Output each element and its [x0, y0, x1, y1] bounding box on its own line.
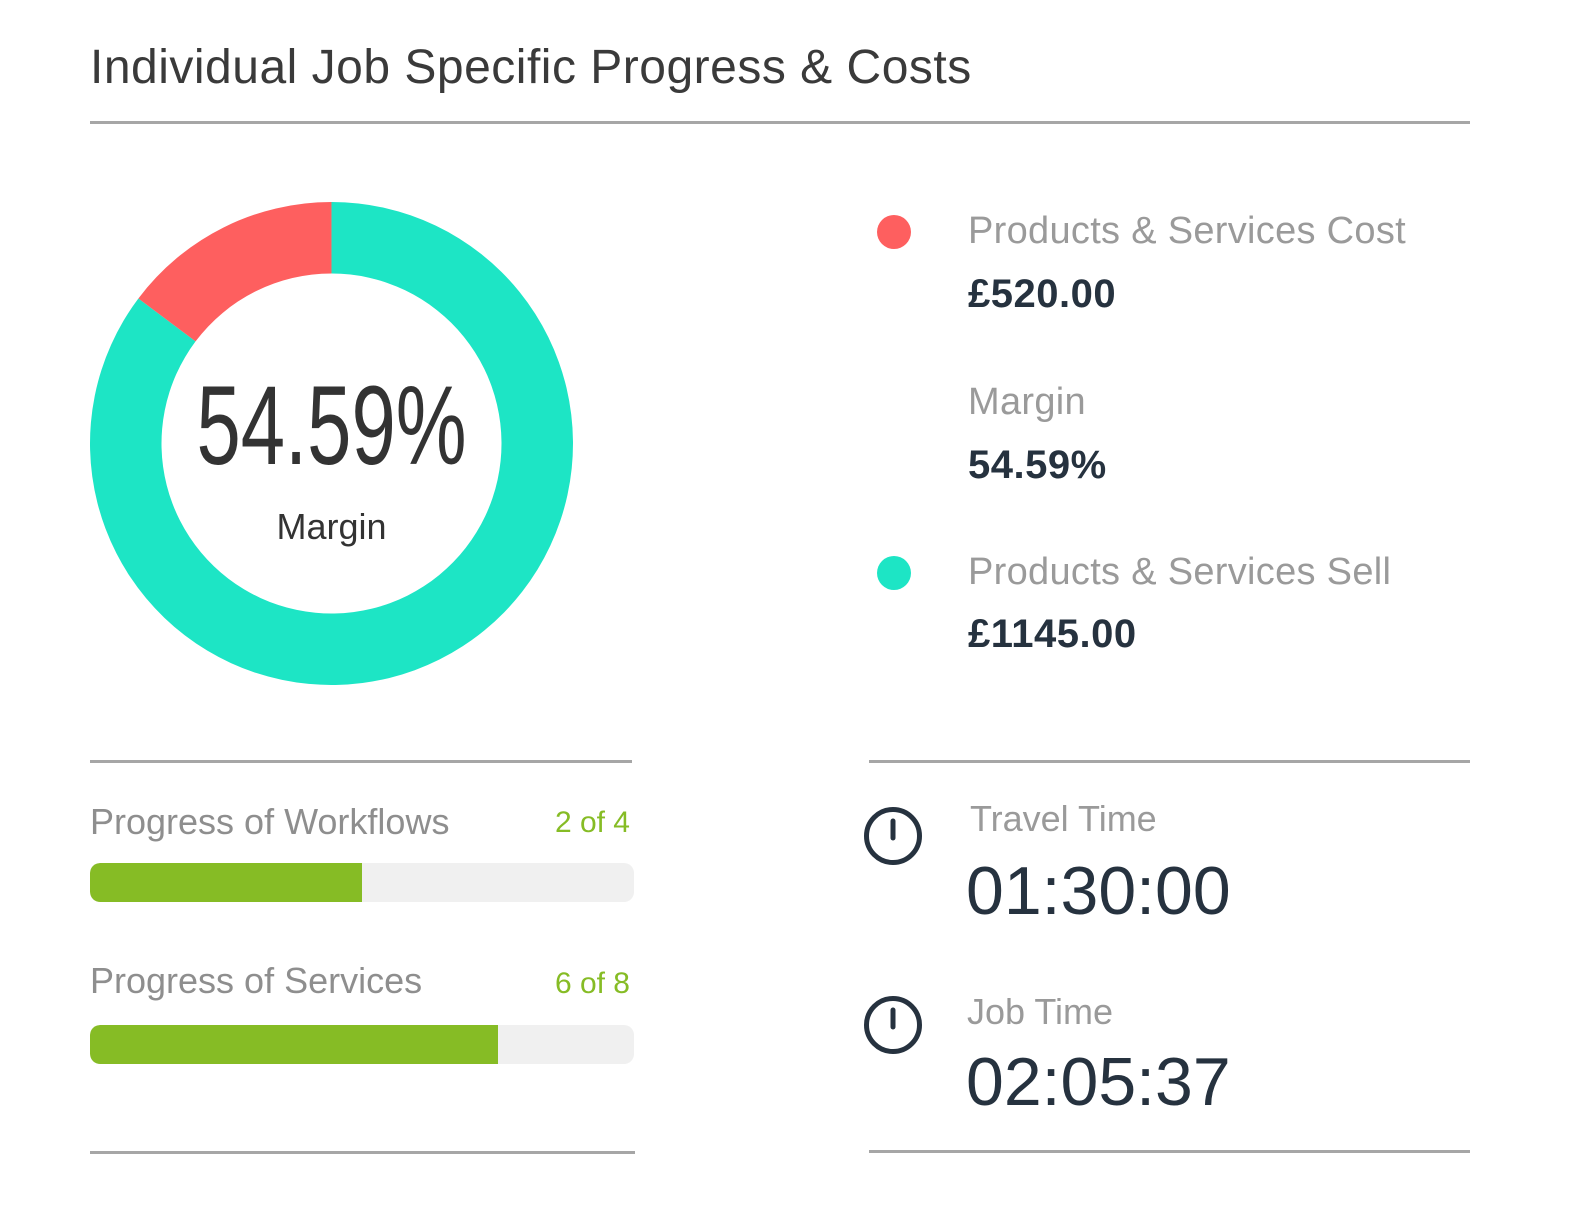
workflows-progress-label: Progress of Workflows: [90, 801, 450, 842]
services-progress-fill: [90, 1025, 498, 1064]
margin-legend-label: Margin: [968, 381, 1086, 423]
title-divider: [90, 121, 1470, 124]
margin-legend-value: 54.59%: [968, 443, 1107, 487]
cost-legend-value: £520.00: [968, 272, 1117, 316]
progress-bottom-divider: [90, 1151, 635, 1154]
workflows-progress-fill: [90, 863, 362, 902]
times-top-divider: [869, 760, 1470, 763]
clock-icon: [864, 807, 922, 865]
workflows-progress-bar: [90, 863, 634, 902]
donut-slice-cost: [138, 202, 332, 342]
cost-legend-label: Products & Services Cost: [968, 210, 1407, 252]
donut-slice-sell: [90, 202, 573, 685]
cost-legend-dot: [877, 215, 911, 249]
services-progress-count: 6 of 8: [554, 967, 630, 1000]
sell-legend-dot: [877, 556, 911, 590]
workflows-progress-count: 2 of 4: [554, 806, 630, 839]
travel-time-label: Travel Time: [970, 798, 1157, 839]
travel-time-value: 01:30:00: [966, 853, 1231, 929]
sell-legend-value: £1145.00: [968, 612, 1137, 656]
donut-center-value: 54.59%: [197, 363, 467, 488]
clock-icon: [864, 996, 922, 1054]
services-progress-bar: [90, 1025, 634, 1064]
donut-center-label: Margin: [276, 506, 386, 547]
job-time-value: 02:05:37: [966, 1044, 1231, 1120]
services-progress-label: Progress of Services: [90, 960, 423, 1001]
margin-donut-chart: 54.59% Margin: [90, 202, 573, 685]
page-title: Individual Job Specific Progress & Costs: [90, 41, 972, 94]
progress-top-divider: [90, 760, 632, 763]
times-bottom-divider: [869, 1150, 1470, 1153]
job-time-label: Job Time: [967, 991, 1114, 1032]
sell-legend-label: Products & Services Sell: [968, 551, 1392, 593]
